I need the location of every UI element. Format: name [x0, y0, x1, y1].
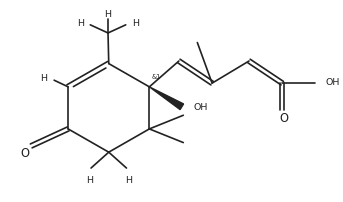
- Text: H: H: [105, 10, 111, 19]
- Text: &1: &1: [152, 73, 161, 79]
- Text: H: H: [132, 19, 139, 28]
- Text: O: O: [279, 111, 288, 124]
- Text: OH: OH: [194, 102, 208, 111]
- Text: O: O: [20, 146, 29, 159]
- Text: H: H: [76, 19, 84, 28]
- Text: H: H: [40, 74, 47, 83]
- Polygon shape: [149, 87, 184, 110]
- Text: H: H: [86, 175, 93, 184]
- Text: H: H: [125, 175, 132, 184]
- Text: OH: OH: [325, 78, 340, 87]
